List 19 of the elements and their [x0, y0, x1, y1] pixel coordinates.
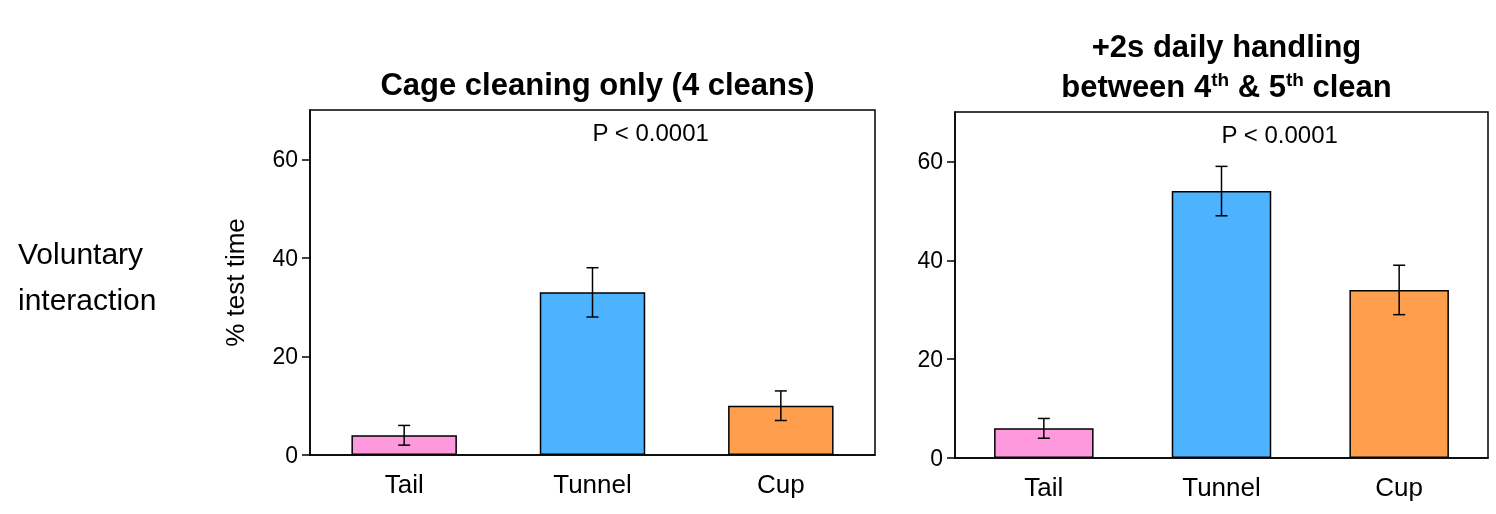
x-tick-label: Tunnel	[553, 469, 632, 499]
y-tick-label: 60	[272, 146, 298, 173]
annotation: P < 0.0001	[592, 118, 709, 146]
x-tick-label: Tail	[384, 469, 424, 499]
x-tick-label: Cup	[1375, 472, 1424, 502]
x-tick-label: Tunnel	[1182, 472, 1261, 502]
y-tick-label: 60	[917, 148, 943, 175]
annotation: P < 0.0001	[1221, 120, 1338, 148]
y-tick-label: 40	[272, 244, 298, 271]
y-axis-title: % test time	[220, 218, 250, 347]
text: Voluntary interaction	[18, 236, 157, 316]
y-tick-label: 0	[930, 445, 943, 471]
y-tick-label: 0	[285, 442, 298, 468]
x-tick-label: Cup	[756, 469, 805, 499]
chart-title: Cage cleaning only (4 cleans)	[380, 66, 815, 102]
x-tick-label: Tail	[1024, 472, 1064, 502]
y-tick-label: 40	[917, 247, 943, 274]
y-tick-label: 20	[272, 343, 298, 370]
y-tick-label: 20	[917, 346, 943, 373]
